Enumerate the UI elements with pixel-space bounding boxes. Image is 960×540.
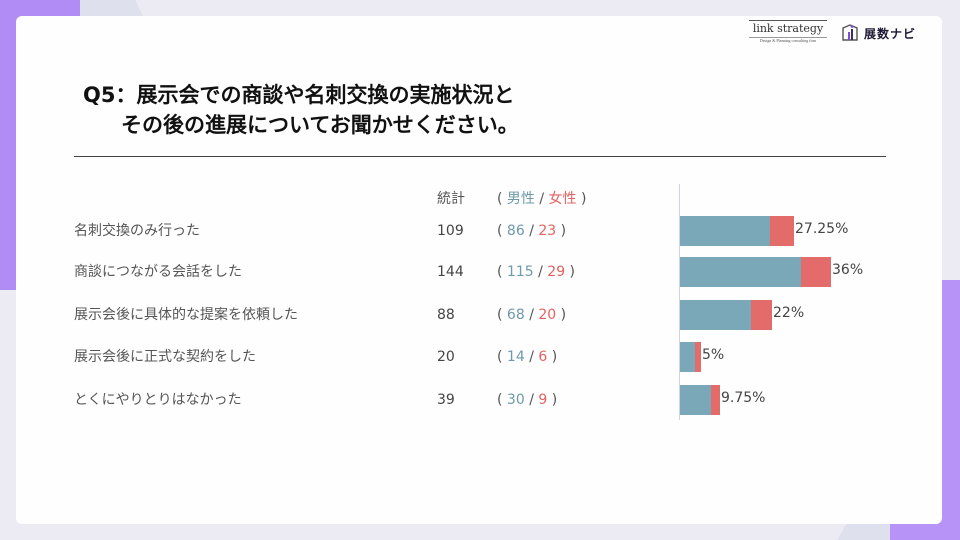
row-total: 20 — [437, 349, 455, 365]
row-total: 109 — [437, 223, 464, 239]
bar-segment-male — [680, 216, 770, 246]
title-line-2: その後の進展についてお聞かせください。 — [121, 113, 519, 137]
row-label: 展示会後に具体的な提案を依頼した — [74, 307, 298, 323]
stacked-bar — [680, 257, 831, 287]
logo-tenji-label: 展数ナビ — [864, 26, 917, 41]
title-divider — [74, 156, 886, 157]
page-title: Q5：展示会での商談や名刺交換の実施状況と その後の進展についてお聞かせください… — [83, 80, 519, 140]
bar-segment-male — [680, 300, 751, 330]
stacked-bar — [680, 342, 701, 372]
percent-label: 36% — [832, 262, 864, 278]
row-label: 名刺交換のみ行った — [74, 223, 200, 239]
row-total: 144 — [437, 264, 464, 280]
stacked-bar — [680, 300, 772, 330]
legend-male: 男性 — [506, 191, 535, 207]
column-header-total: 統計 — [437, 191, 465, 207]
row-gender-split: ( 115 / 29 ) — [497, 264, 576, 280]
bar-segment-female — [695, 342, 701, 372]
bar-segment-female — [711, 385, 720, 415]
column-header-gender: ( 男性 / 女性 ) — [497, 191, 587, 207]
percent-label: 22% — [773, 305, 805, 321]
bar-segment-male — [680, 385, 711, 415]
row-total: 39 — [437, 392, 455, 408]
bar-segment-female — [801, 257, 831, 287]
tenji-navi-logo: 展数ナビ — [840, 22, 916, 44]
percent-label: 5% — [702, 347, 725, 363]
bar-segment-female — [751, 300, 772, 330]
row-label: とくにやりとりはなかった — [74, 392, 242, 408]
stacked-bar — [680, 216, 794, 246]
bar-segment-female — [770, 216, 794, 246]
logo-link-sub: Design & Planning consulting firm — [759, 38, 817, 43]
bar-segment-male — [680, 257, 801, 287]
row-label: 商談につながる会話をした — [74, 264, 242, 280]
building-chart-icon — [840, 23, 860, 43]
row-gender-split: ( 86 / 23 ) — [497, 223, 567, 239]
link-strategy-logo: link strategy Design & Planning consulti… — [749, 20, 827, 48]
stacked-bar — [680, 385, 720, 415]
row-gender-split: ( 68 / 20 ) — [497, 307, 567, 323]
percent-label: 27.25% — [795, 221, 849, 237]
logo-link-name: link strategy — [749, 22, 827, 38]
chart-axis — [679, 184, 680, 420]
row-gender-split: ( 30 / 9 ) — [497, 392, 558, 408]
row-gender-split: ( 14 / 6 ) — [497, 349, 558, 365]
bar-segment-male — [680, 342, 695, 372]
percent-label: 9.75% — [721, 390, 766, 406]
title-line-1: Q5：展示会での商談や名刺交換の実施状況と — [83, 83, 515, 107]
legend-female: 女性 — [548, 191, 577, 207]
row-total: 88 — [437, 307, 455, 323]
row-label: 展示会後に正式な契約をした — [74, 349, 256, 365]
